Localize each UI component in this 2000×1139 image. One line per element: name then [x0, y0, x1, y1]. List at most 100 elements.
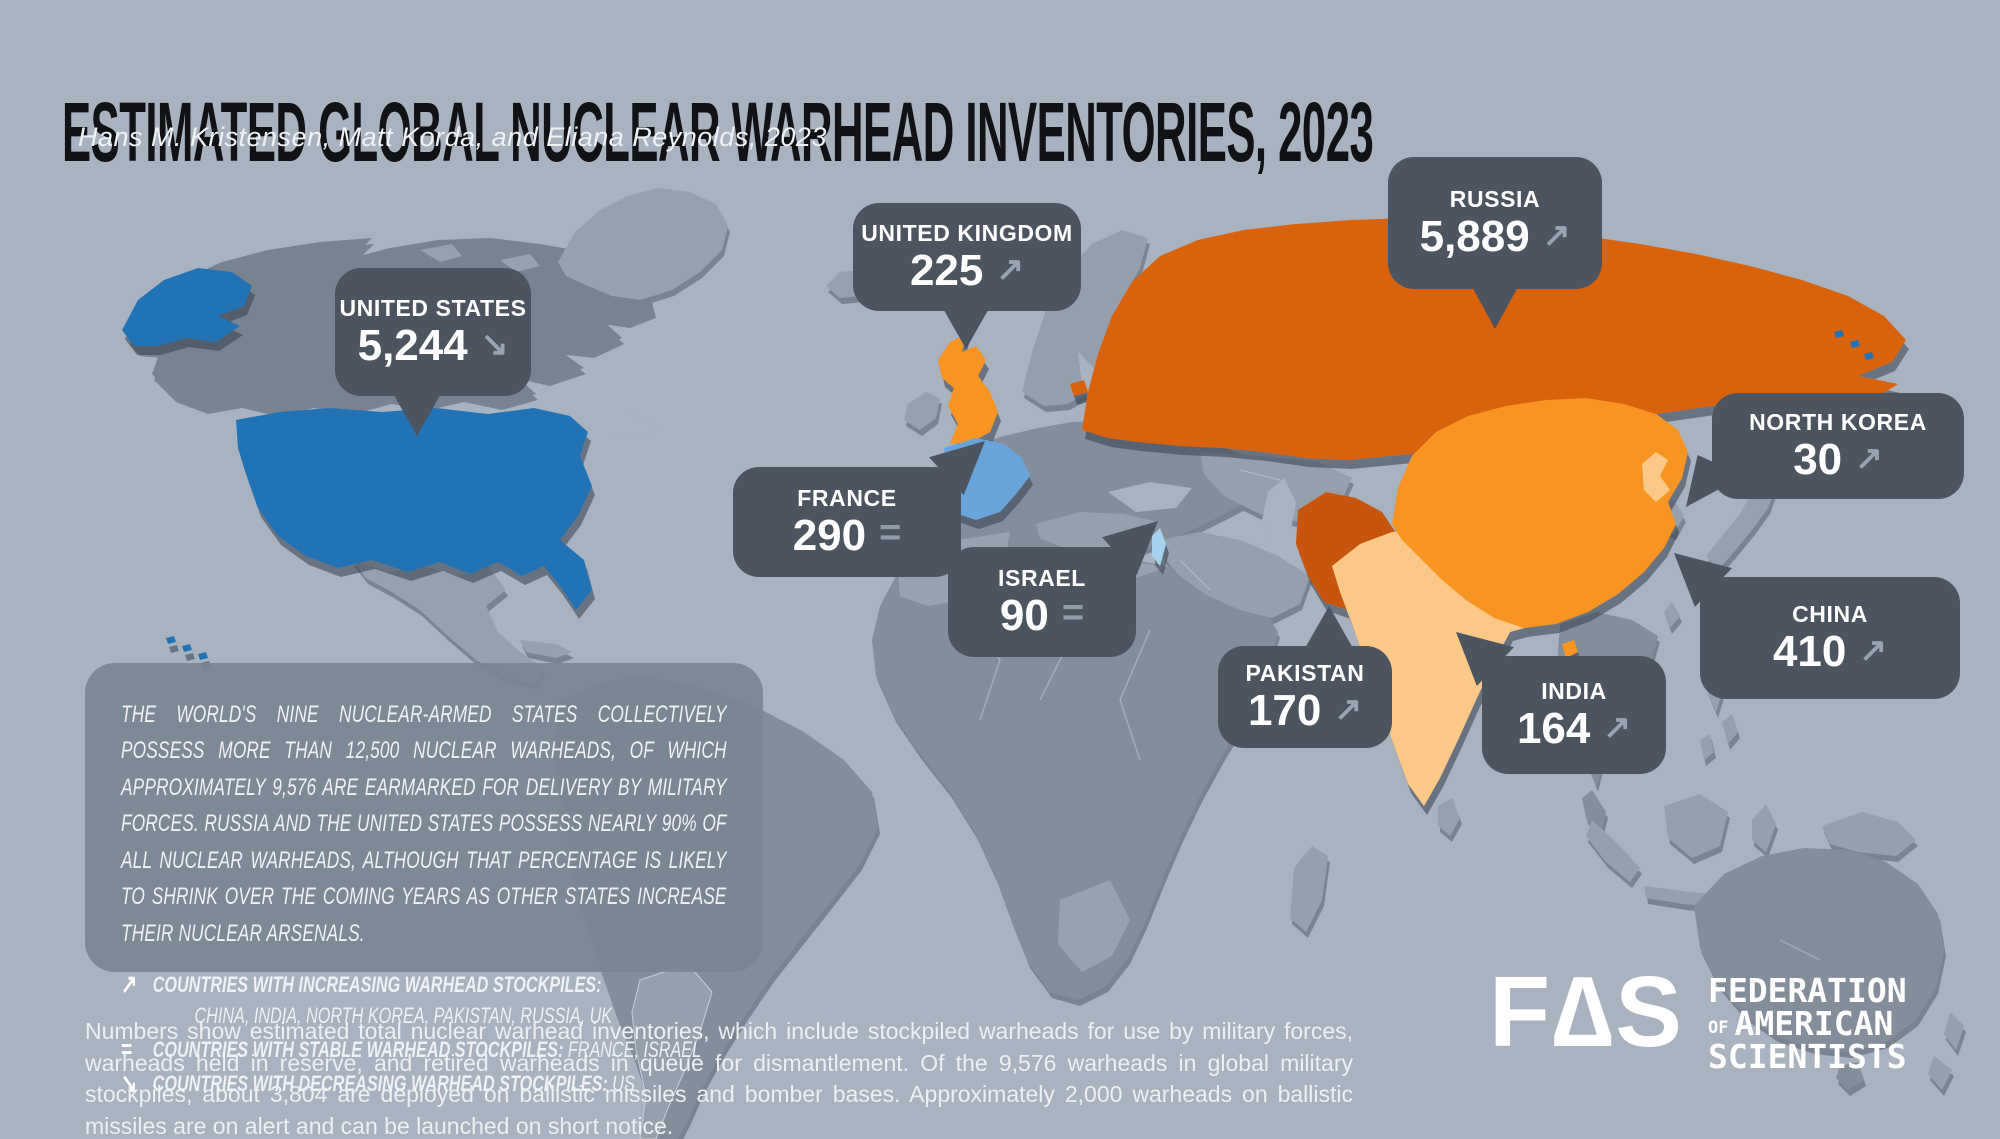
trend-stable-icon: =	[879, 511, 902, 554]
map-country-united-kingdom	[938, 334, 998, 444]
warhead-count: 290	[792, 510, 867, 560]
callout-country-label: NORTH KOREA	[1749, 408, 1927, 435]
map-region-kaliningrad	[1070, 380, 1088, 396]
fas-logo: F∆S FEDERATION OF AMERICAN SCIENTISTS	[1489, 956, 1907, 1073]
legend-label: COUNTRIES WITH STABLE WARHEAD STOCKPILES…	[152, 1037, 564, 1063]
warhead-count: 5,889	[1419, 211, 1530, 261]
map-region-mexico-central-america	[352, 560, 544, 684]
equals-icon: =	[121, 1034, 133, 1065]
decreasing-arrow-icon: ↘	[121, 1068, 138, 1099]
map-country-russia	[1082, 218, 1906, 460]
callout-country-label: CHINA	[1792, 600, 1868, 627]
callout-china: CHINA 410 ↗	[1674, 553, 1960, 699]
callout-country-label: PAKISTAN	[1245, 659, 1365, 686]
trend-increasing-icon: ↗	[1334, 690, 1363, 727]
map-continent-europe	[938, 420, 1272, 560]
map-island-sumatra	[1586, 820, 1640, 882]
callout-country-label: UNITED KINGDOM	[861, 219, 1073, 246]
map-country-argentina	[631, 963, 713, 1139]
map-island-taiwan	[1664, 602, 1680, 628]
callout-country-label: ISRAEL	[998, 564, 1086, 591]
warhead-count: 5,244	[357, 320, 468, 370]
map-island-hainan	[1562, 640, 1578, 658]
map-country-israel	[1152, 528, 1166, 566]
map-island-borneo	[1664, 794, 1728, 858]
callout-russia: RUSSIA 5,889 ↗	[1388, 157, 1602, 329]
fas-logo-acronym: F∆S	[1489, 956, 1684, 1068]
legend-countries: US	[612, 1071, 635, 1097]
callout-country-label: FRANCE	[797, 484, 897, 511]
map-island-tasmania	[1836, 1062, 1864, 1090]
callout-north-korea: NORTH KOREA 30 ↗	[1686, 393, 1964, 507]
map-islands-aleutian	[1834, 330, 1874, 360]
map-island-cuba	[520, 640, 572, 658]
map-country-ireland	[904, 392, 940, 430]
map-island-madagascar	[1290, 846, 1328, 932]
map-island-sri-lanka	[1438, 798, 1460, 836]
map-islands-arctic	[420, 232, 704, 272]
warhead-count: 225	[909, 245, 984, 295]
map-island-sulawesi	[1752, 804, 1776, 852]
fas-logo-text: FEDERATION OF AMERICAN SCIENTISTS	[1708, 974, 1907, 1073]
logo-line-scientists: SCIENTISTS	[1707, 1037, 1907, 1076]
callout-country-label: UNITED STATES	[339, 294, 527, 321]
summary-box: THE WORLD'S NINE NUCLEAR-ARMED STATES CO…	[85, 663, 763, 1098]
callout-united-kingdom: UNITED KINGDOM 225 ↗	[853, 203, 1081, 349]
logo-line-federation: FEDERATION	[1707, 971, 1907, 1010]
trend-stable-icon: =	[1061, 591, 1085, 634]
map-island-philippines	[1700, 676, 1738, 760]
map-great-lakes	[600, 414, 660, 440]
trend-increasing-icon: ↗	[1859, 631, 1888, 668]
map-region-alaska	[122, 268, 252, 346]
warhead-count: 90	[999, 590, 1049, 640]
map-region-iran-iraq	[1160, 532, 1310, 618]
callout-israel: ISRAEL 90 =	[948, 521, 1158, 657]
map-caspian-sea	[1262, 478, 1296, 548]
logo-line-of-american: OF AMERICAN	[1708, 1007, 1907, 1040]
summary-paragraph: THE WORLD'S NINE NUCLEAR-ARMED STATES CO…	[121, 701, 727, 947]
increasing-arrow-icon: ↗	[121, 969, 138, 1000]
map-nuclear-states	[122, 218, 1906, 806]
map-islands-hawaii	[166, 636, 208, 660]
map-island-new-zealand	[1928, 1012, 1964, 1090]
trend-decreasing-icon: ↘	[480, 325, 509, 362]
map-country-north-korea	[1642, 452, 1670, 502]
legend-countries: FRANCE, ISRAEL	[567, 1037, 702, 1063]
page-title: ESTIMATED GLOBAL NUCLEAR WARHEAD INVENTO…	[62, 85, 1374, 180]
logo-american: AMERICAN	[1734, 1004, 1894, 1043]
trend-increasing-icon: ↗	[1542, 216, 1571, 253]
warhead-count: 30	[1793, 434, 1843, 484]
callout-country-label: RUSSIA	[1449, 185, 1541, 212]
map-continents	[128, 188, 1964, 1139]
logo-of: OF	[1707, 1018, 1729, 1038]
map-region-malay-peninsula	[1582, 790, 1606, 836]
map-black-sea	[1108, 482, 1192, 512]
methodology-footnote: Numbers show estimated total nuclear war…	[85, 1018, 1353, 1139]
legend-row-decreasing: ↘ COUNTRIES WITH DECREASING WARHEAD STOC…	[121, 1069, 727, 1099]
trend-increasing-icon: ↗	[1855, 439, 1883, 476]
map-region-southern-africa	[1058, 880, 1130, 972]
map-country-japan	[1706, 478, 1776, 570]
legend-label: COUNTRIES WITH INCREASING WARHEAD STOCKP…	[152, 972, 602, 998]
map-continent-australia	[1694, 848, 1944, 1052]
legend-row-stable: = COUNTRIES WITH STABLE WARHEAD STOCKPIL…	[121, 1034, 727, 1065]
trend-increasing-icon: ↗	[1603, 708, 1632, 745]
callout-pakistan: PAKISTAN 170 ↗	[1218, 606, 1392, 748]
warhead-count: 410	[1772, 626, 1847, 676]
legend-label: COUNTRIES WITH DECREASING WARHEAD STOCKP…	[152, 1071, 608, 1097]
trend-increasing-icon: ↗	[996, 250, 1025, 287]
map-continent-greenland	[558, 188, 728, 300]
map-country-united-states	[236, 408, 592, 610]
callout-india: INDIA 164 ↗	[1456, 632, 1666, 774]
map-region-kamchatka	[1778, 300, 1814, 368]
map-country-china	[1392, 398, 1688, 628]
callout-france: FRANCE 290 =	[733, 441, 985, 577]
trend-legend: ↗ COUNTRIES WITH INCREASING WARHEAD STOC…	[121, 970, 727, 1100]
warhead-count: 170	[1247, 685, 1322, 735]
authors-subtitle: Hans M. Kristensen, Matt Korda, and Elia…	[78, 122, 827, 152]
callout-country-label: INDIA	[1541, 677, 1607, 704]
warhead-count: 164	[1516, 703, 1591, 753]
map-region-scandinavia	[1022, 230, 1148, 406]
